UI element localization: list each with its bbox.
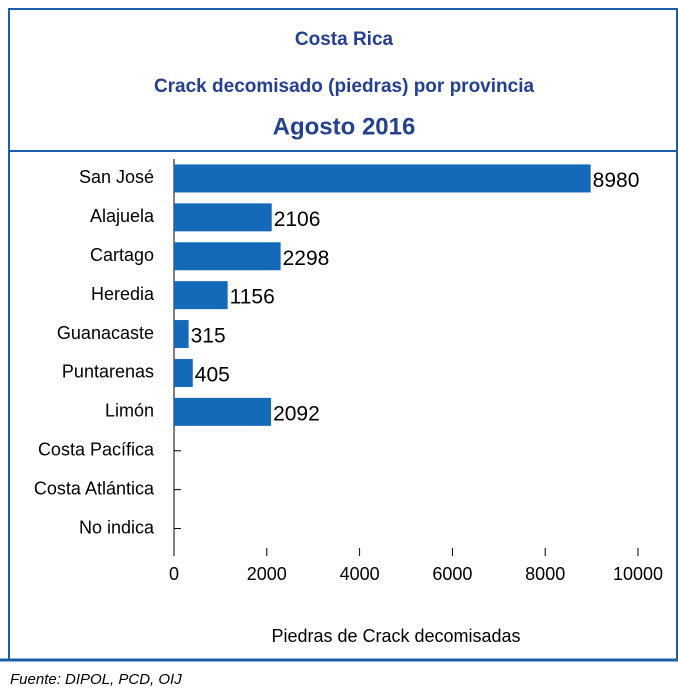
- y-tick-label: No indica: [79, 517, 155, 537]
- source: Fuente: DIPOL, PCD, OIJ: [10, 671, 182, 688]
- value-label: 405: [195, 363, 230, 386]
- x-tick-label: 10000: [613, 564, 663, 584]
- bar: [174, 397, 272, 426]
- bar: [174, 320, 189, 349]
- value-label: 1156: [230, 286, 275, 309]
- value-label: 2106: [274, 208, 321, 231]
- bar: [174, 164, 591, 193]
- bar: [174, 358, 193, 387]
- x-tick-label: 8000: [525, 564, 565, 584]
- y-tick-label: Guanacaste: [57, 323, 154, 343]
- value-label: 8980: [593, 169, 640, 192]
- y-tick-label: Heredia: [91, 284, 155, 304]
- bar: [174, 242, 281, 271]
- y-tick-label: Puntarenas: [62, 362, 154, 382]
- x-axis-label: Piedras de Crack decomisadas: [271, 626, 520, 646]
- x-tick-label: 0: [169, 564, 179, 584]
- x-tick-label: 6000: [432, 564, 472, 584]
- value-label: 315: [191, 325, 226, 348]
- x-tick-label: 2000: [247, 564, 287, 584]
- value-label: 2092: [273, 402, 320, 425]
- chart-period: Agosto 2016: [273, 113, 416, 140]
- chart-subtitle: Crack decomisado (piedras) por provincia: [154, 76, 535, 97]
- y-tick-label: Costa Pacífica: [38, 440, 155, 460]
- y-tick-label: Costa Atlántica: [34, 478, 155, 498]
- y-tick-label: Alajuela: [90, 206, 155, 226]
- y-tick-label: Limón: [105, 401, 154, 421]
- value-label: 2298: [283, 247, 330, 270]
- y-tick-label: San José: [79, 167, 154, 187]
- y-tick-label: Cartago: [90, 245, 154, 265]
- chart-title: Costa Rica: [295, 29, 394, 50]
- bar: [174, 281, 228, 310]
- bar: [174, 203, 272, 232]
- x-tick-label: 4000: [340, 564, 380, 584]
